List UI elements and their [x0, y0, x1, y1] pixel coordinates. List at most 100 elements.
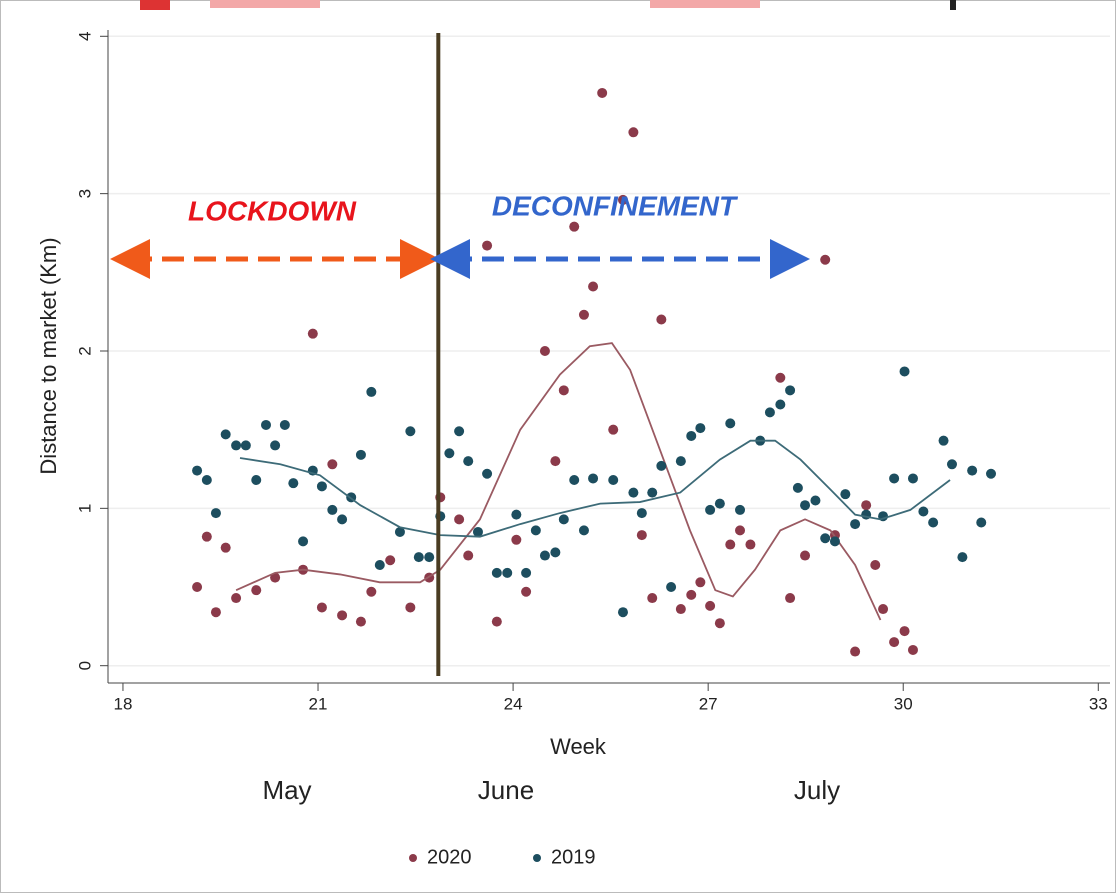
- legend-label: 2019: [551, 846, 596, 868]
- x-tick-label: 30: [894, 694, 913, 713]
- point: [307, 328, 318, 339]
- point: [597, 87, 608, 98]
- decor-shape: [650, 0, 760, 8]
- point: [327, 459, 338, 470]
- point: [636, 508, 647, 519]
- point: [725, 539, 736, 550]
- decor: [140, 0, 956, 10]
- point: [957, 552, 968, 563]
- point: [201, 531, 212, 542]
- point: [444, 448, 455, 459]
- point: [628, 487, 639, 498]
- point: [628, 127, 639, 138]
- point: [636, 530, 647, 541]
- point: [820, 533, 831, 544]
- point: [454, 514, 465, 525]
- point: [472, 526, 483, 537]
- point: [511, 509, 522, 520]
- point: [366, 586, 377, 597]
- legend-marker: [533, 854, 541, 862]
- point: [539, 345, 550, 356]
- point: [850, 519, 861, 530]
- point: [405, 426, 416, 437]
- point: [482, 240, 493, 251]
- point: [695, 577, 706, 588]
- point: [270, 440, 281, 451]
- point: [413, 552, 424, 563]
- legend-label: 2020: [427, 846, 472, 868]
- month-label: May: [262, 775, 311, 805]
- point: [251, 475, 262, 486]
- point: [647, 593, 658, 604]
- point: [220, 542, 231, 553]
- point: [463, 550, 474, 561]
- point: [946, 459, 957, 470]
- point: [764, 407, 775, 418]
- point: [288, 478, 299, 489]
- point: [251, 585, 262, 596]
- point: [800, 500, 811, 511]
- point: [327, 504, 338, 515]
- point: [201, 475, 212, 486]
- y-tick-label: 2: [75, 346, 94, 355]
- x-axis-label: Week: [550, 734, 607, 759]
- y-tick-label: 1: [75, 504, 94, 513]
- point: [608, 424, 619, 435]
- point: [656, 314, 667, 325]
- point: [298, 536, 309, 547]
- point: [705, 600, 716, 611]
- point: [240, 440, 251, 451]
- point: [316, 602, 327, 613]
- point: [986, 468, 997, 479]
- decor-shape: [950, 0, 956, 10]
- point: [558, 514, 569, 525]
- point: [918, 506, 929, 517]
- fit-line: [239, 439, 951, 538]
- point: [820, 254, 831, 265]
- point: [374, 559, 385, 570]
- point: [192, 465, 203, 476]
- point: [889, 637, 900, 648]
- point: [261, 419, 272, 430]
- point: [337, 610, 348, 621]
- point: [928, 517, 939, 528]
- decor-shape: [210, 0, 320, 8]
- point: [735, 525, 746, 536]
- point: [792, 482, 803, 493]
- point: [705, 504, 716, 515]
- point: [355, 616, 366, 627]
- point: [608, 475, 619, 486]
- point: [337, 514, 348, 525]
- point: [578, 525, 589, 536]
- point: [800, 550, 811, 561]
- point: [454, 426, 465, 437]
- x-tick-label: 21: [309, 694, 328, 713]
- point: [675, 456, 686, 467]
- point: [366, 386, 377, 397]
- point: [775, 399, 786, 410]
- x-tick-label: 27: [699, 694, 718, 713]
- y-tick-label: 4: [75, 32, 94, 41]
- month-label: July: [794, 775, 840, 805]
- point: [907, 473, 918, 484]
- point: [745, 539, 756, 550]
- point: [976, 517, 987, 528]
- point: [878, 604, 889, 615]
- point: [850, 646, 861, 657]
- month-label: June: [478, 775, 534, 805]
- point: [355, 449, 366, 460]
- point: [675, 604, 686, 615]
- point: [424, 552, 435, 563]
- point: [558, 385, 569, 396]
- y-tick-label: 3: [75, 189, 94, 198]
- y-axis-label: Distance to market (Km): [36, 237, 61, 474]
- point: [270, 572, 281, 583]
- point: [907, 644, 918, 655]
- x-tick-label: 18: [113, 694, 132, 713]
- point: [840, 489, 851, 500]
- point: [502, 567, 513, 578]
- point: [569, 475, 580, 486]
- point: [870, 559, 881, 570]
